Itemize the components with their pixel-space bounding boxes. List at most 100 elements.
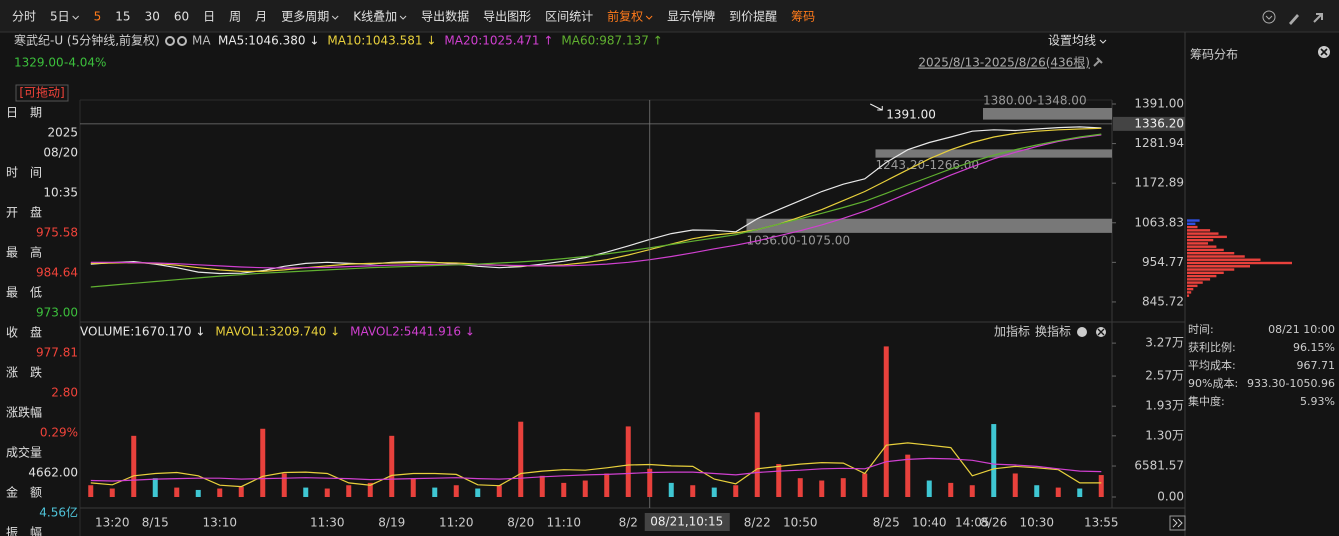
scroll-right[interactable] [1169,515,1186,531]
y-tick-label: 954.77 [1142,255,1184,269]
volume-bar [1055,487,1061,497]
toolbar-item[interactable]: 前复权 [607,9,643,24]
icon-draw[interactable] [1289,14,1299,25]
toolbar-item[interactable]: 更多周期 [281,10,329,24]
info-value: 984.64 [36,266,78,280]
y-tick-label: 2.57万 [1145,369,1184,383]
chip-bar [1187,248,1224,252]
toolbar-item[interactable]: 显示停牌 [667,9,715,24]
info-label: 振 幅 [6,525,42,536]
scroll-right-arrows [1172,518,1183,528]
volume-bar [625,426,631,497]
chip-bar [1187,232,1219,235]
volume-bar [539,475,545,497]
icon-settings[interactable] [165,36,175,46]
toolbar-item[interactable]: 5 [94,10,102,24]
indicator-settings[interactable] [1077,327,1087,337]
volume-bar [432,487,438,497]
chip-bar [1187,284,1198,288]
volume-bar [324,488,330,497]
info-label: 涨跌幅 [6,405,42,420]
chip-bar [1187,229,1211,232]
y-tick-label: 6581.57 [1134,459,1184,473]
volume-bar [109,488,115,497]
icon-collapse[interactable] [1262,10,1276,24]
info-value: 4.56亿 [39,505,78,520]
mavol-line [90,442,1102,488]
chip-bar [1187,252,1235,255]
add-indicator[interactable]: 加指标 [994,324,1030,339]
crosshair-time: 08/21,10:15 [650,515,723,529]
drag-label[interactable]: [可拖动] [19,86,64,100]
volume-bar [969,485,975,497]
ma-label: MA [192,34,211,48]
volume-bar [410,478,416,497]
y-tick-label: 1063.83 [1134,215,1184,229]
volume-bar [883,346,889,497]
chip-zone [875,149,1112,158]
toolbar-item[interactable]: 15 [115,10,130,24]
chip-bar [1187,255,1245,258]
chip-bar [1187,219,1200,222]
toolbar-item[interactable]: 30 [145,10,160,24]
x-tick-label: 8/25 [873,516,900,530]
chip-zone [983,107,1112,120]
x-tick-label: 11:20 [439,516,474,530]
info-label: 开 盘 [6,205,42,220]
dropdown-arrow [331,15,339,20]
toolbar-item[interactable]: 筹码 [791,10,815,24]
icon-collapse-arrow [1265,15,1273,20]
toolbar-item[interactable]: 月 [255,10,267,24]
volume-bar [217,488,223,497]
toolbar-item[interactable]: 到价提醒 [729,9,777,24]
date-range[interactable]: 2025/8/13-2025/8/26(436根) [918,56,1090,70]
volume-bar [346,485,352,497]
toolbar-item[interactable]: 60 [174,10,189,24]
volume-bar [453,485,459,497]
toolbar-item[interactable]: 导出图形 [483,10,531,24]
chip-bar [1187,278,1211,281]
chip-bar [1187,225,1198,229]
x-tick-label: 8/19 [378,516,405,530]
icon-pin[interactable] [1093,57,1103,67]
legend-entry: VOLUME:1670.170 ↓ [80,325,205,339]
volume-bar [1098,475,1104,497]
volume-bar [195,489,201,497]
x-tick-label: 8/26 [980,516,1007,530]
volume-bar [926,480,932,497]
volume-bar [840,478,846,497]
y-tick-label: 1172.89 [1134,176,1184,190]
toolbar-item[interactable]: 导出数据 [421,9,469,24]
chip-bar [1187,294,1190,297]
ma-settings-arrow [1099,39,1107,44]
toolbar-item[interactable]: 5日 [50,10,70,24]
volume-bar [582,480,588,497]
chip-bar [1187,235,1227,239]
switch-indicator[interactable]: 换指标 [1035,324,1071,339]
toolbar-item[interactable]: K线叠加 [353,10,397,24]
volume-bar [776,464,782,497]
icon-close[interactable] [177,36,187,46]
y-tick-label: 1281.94 [1134,136,1184,150]
volume-bar [1012,473,1018,497]
volume-bar [88,485,94,497]
toolbar-item[interactable]: 区间统计 [545,10,593,24]
toolbar-item[interactable]: 分时 [12,10,36,24]
volume-bar [647,468,653,497]
chip-info-value: 08/21 10:00 [1268,323,1335,336]
volume-bar [389,435,395,497]
chip-info-value: 96.15% [1293,341,1335,354]
icon-tools[interactable] [1313,13,1323,23]
y-tick-label: 1.30万 [1145,428,1184,442]
info-value: 0.29% [40,426,78,440]
toolbar-item[interactable]: 日 [203,10,215,24]
dropdown-arrow [72,15,80,20]
chip-zone [746,218,1112,233]
ma-settings[interactable]: 设置均线 [1048,34,1096,48]
mavol-line [90,457,1102,482]
volume-bar [862,473,868,497]
toolbar-item[interactable]: 周 [229,10,241,24]
